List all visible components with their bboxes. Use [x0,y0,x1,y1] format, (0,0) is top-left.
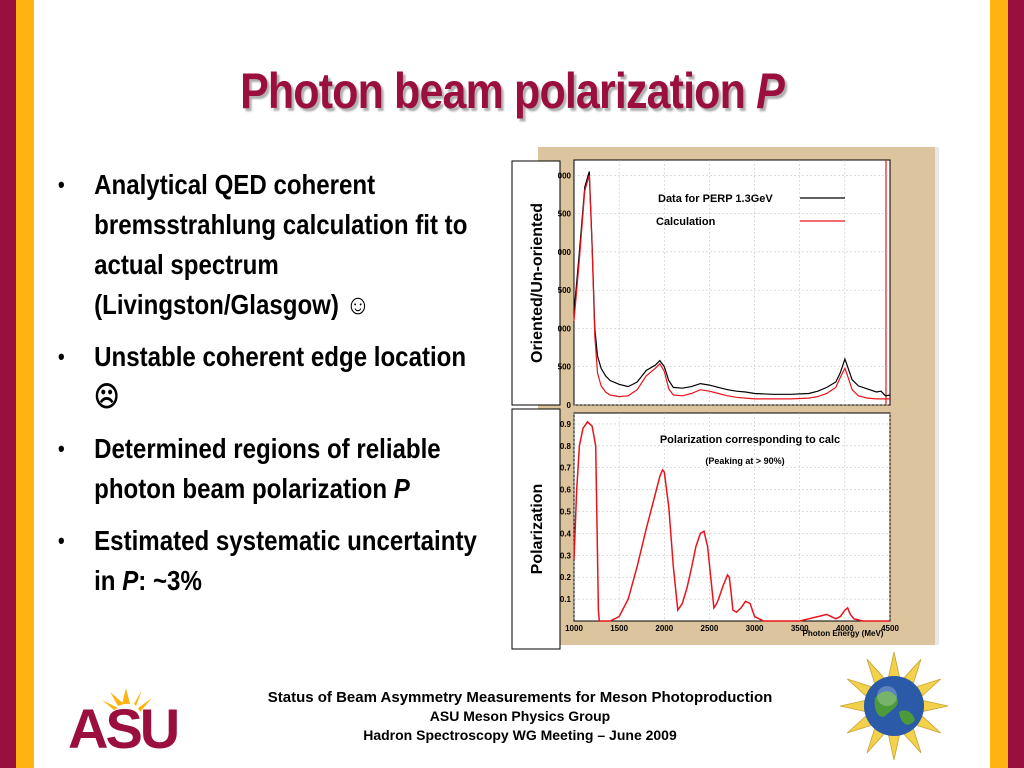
top-ytick-label: 000 [558,248,572,257]
bottom-xtick-label: 4000 [836,624,854,633]
asu-sunburst [102,688,152,712]
bottom-plot-area [573,412,891,622]
bottom-ytick-label: 0.6 [560,486,572,495]
footer: Status of Beam Asymmetry Measurements fo… [215,688,825,745]
globe-ray [888,651,900,677]
globe-logo [835,650,953,767]
bottom-ylabel: Polarization [529,484,546,575]
bottom-xtick-label: 1000 [565,624,583,633]
slide-title: Photon beam polarization P [123,62,900,120]
globe-land [874,691,898,717]
top-ytick-label: 000 [558,324,572,333]
bullet-text: Estimated systematic uncertainty in [94,525,477,596]
bullet-text: Unstable coherent edge location ☹ [94,341,467,412]
top-ytick-label: 500 [558,363,572,372]
bottom-xlabel: Photon Energy (MeV) [803,629,884,638]
bullet-text: Determined regions of reliable photon be… [94,433,441,504]
bottom-grid [573,413,891,621]
bottom-ytick-label: 0.2 [560,573,572,582]
bottom-xtick-label: 2000 [655,624,673,633]
top-right-red-line [885,160,887,405]
top-tick-labels: 000 500 000 500 000 500 0 [558,171,572,410]
bottom-xtick-label: 2500 [701,624,719,633]
bottom-ytick-label: 0.7 [560,464,572,473]
bottom-ytick-label: 0.5 [560,508,572,517]
asu-logo-icon: ASU [68,688,181,760]
asu-logo-text: ASU [68,697,178,752]
globe-land-2 [899,710,915,725]
left-border-maroon [0,0,16,768]
asu-logo: ASU [66,686,196,760]
bullet-item: Determined regions of reliable photon be… [58,429,488,509]
series-line-polarization [573,420,890,622]
top-ylabel: Oriented/Un-oriented [529,203,546,363]
bullet-variable: P [393,473,410,504]
bullet-item: Estimated systematic uncertainty in P: ~… [58,521,488,601]
bottom-xtick-label: 3500 [791,624,809,633]
right-border-maroon [1008,0,1024,768]
top-ytick-label: 500 [558,210,572,219]
bullet-item: Analytical QED coherent bremsstrahlung c… [58,165,488,325]
bottom-plot-subtitle: (Peaking at > 90%) [705,456,784,466]
legend-calc-label: Calculation [656,216,716,228]
legend-data-label: Data for PERP 1.3GeV [658,193,773,205]
series-line-data [573,171,891,397]
bottom-ytick-label: 0.4 [560,529,572,538]
footer-group: ASU Meson Physics Group [429,708,611,724]
bullet-text: Analytical QED coherent bremsstrahlung c… [94,169,468,320]
globe-highlight [877,686,897,706]
top-plot-area [573,159,891,406]
bottom-plot-title: Polarization corresponding to calc [660,434,840,446]
bottom-ytick-label: 0.9 [560,420,572,429]
bullet-suffix: : ~3% [138,565,202,596]
right-edge-strip [935,147,939,645]
bullet-list: Analytical QED coherent bremsstrahlung c… [58,165,488,613]
top-ytick-label: 500 [558,286,572,295]
footer-meeting: Hadron Spectroscopy WG Meeting – June 20… [363,727,677,743]
bottom-xtick-label: 3000 [746,624,764,633]
bottom-xtick-label: 4500 [881,624,899,633]
globe-ray [923,700,949,712]
chart-svg: Oriented/Un-oriented Polarization 000 500… [511,147,939,650]
globe-ray [888,735,900,761]
bottom-ytick-label: 0.3 [560,551,572,560]
bottom-xtick-label: 1500 [610,624,628,633]
slide-title-text: Photon beam polarization [240,63,757,119]
bullet-variable: P [122,565,139,596]
right-border-gold [990,0,1008,768]
slide-title-variable: P [756,63,785,119]
bottom-ytick-label: 0.8 [560,442,572,451]
bullet-item: Unstable coherent edge location ☹ [58,337,488,417]
chart-figure: Oriented/Un-oriented Polarization 000 500… [510,145,950,650]
top-grid [574,160,890,406]
footer-title: Status of Beam Asymmetry Measurements fo… [267,689,773,706]
globe-ray [839,700,865,712]
left-border-gold [16,0,34,768]
globe-sunburst-icon [839,651,949,761]
top-ytick-label: 0 [567,401,572,410]
top-ytick-label: 000 [558,171,572,180]
bottom-ylabel-box [511,408,561,650]
top-ylabel-box [511,160,561,406]
bottom-tick-labels: 0.1 0.2 0.3 0.4 0.5 0.6 0.7 0.8 0.9 1000 1500 2000 2… [560,420,900,633]
bottom-ytick-label: 0.1 [560,595,572,604]
series-line-calculation [573,175,890,400]
